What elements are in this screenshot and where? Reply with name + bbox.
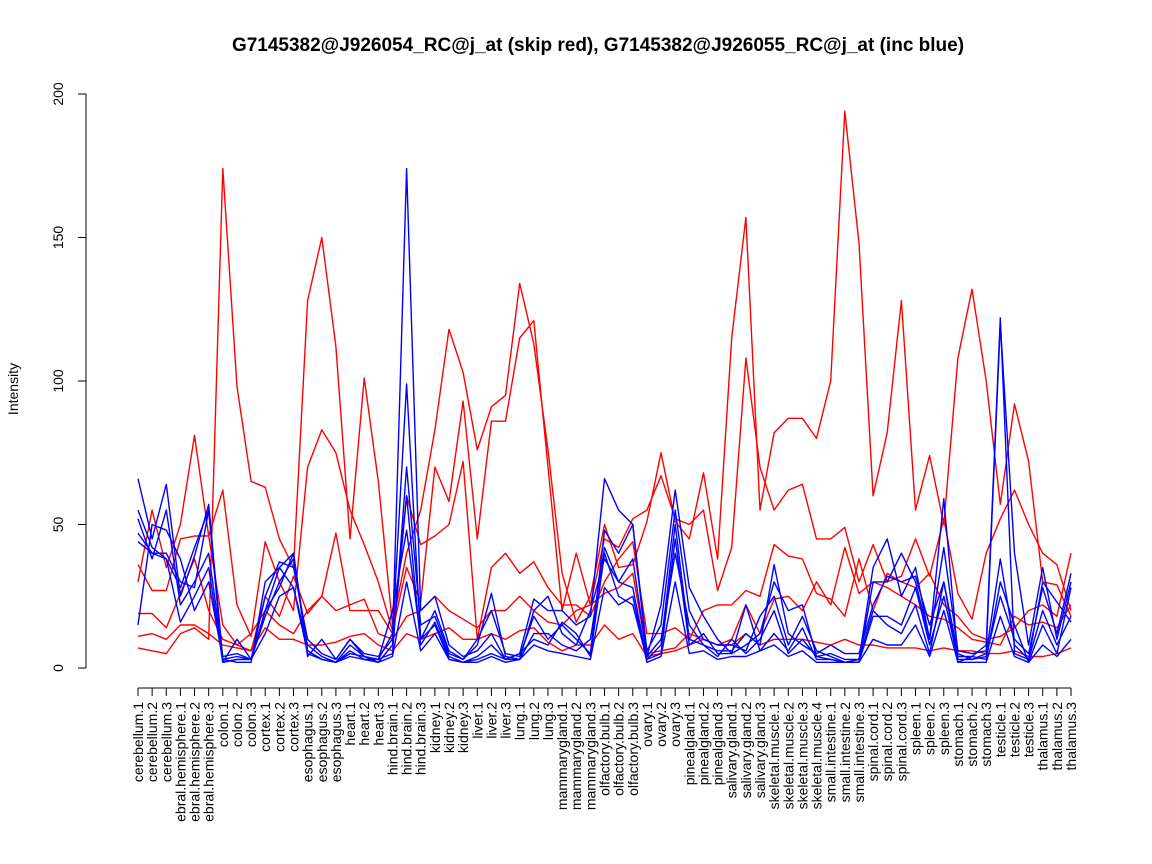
x-tick-label: small.intestine.3 [851,702,867,803]
x-tick-label: heart.2 [356,702,372,746]
x-tick-label: spleen.1 [908,702,924,755]
x-tick-label: stomach.1 [950,702,966,767]
series-lines [137,110,1072,663]
x-tick-label: cerebellum.1 [130,702,146,782]
y-axis-label: Intensity [5,363,21,415]
x-tick-label: thalamus.3 [1063,702,1079,771]
y-tick-label: 100 [50,369,66,393]
x-tick-label: salivary.gland.2 [738,702,754,798]
x-tick-label: esophagus.1 [300,702,316,782]
x-axis: cerebellum.1cerebellum.2cerebellum.3ebra… [130,687,1079,822]
x-tick-label: cerebellum.2 [144,702,160,782]
x-tick-label: lung.3 [540,702,556,740]
x-tick-label: liver.1 [469,702,485,739]
x-tick-label: spinal.cord.1 [865,702,881,782]
x-tick-label: lung.1 [512,702,528,740]
x-tick-label: salivary.gland.3 [752,702,768,798]
x-tick-label: ebral.hemisphere.3 [201,702,217,822]
x-tick-label: hind.brain.1 [384,702,400,775]
x-tick-label: pinealgland.2 [695,702,711,786]
x-tick-label: colon.3 [243,702,259,747]
x-tick-label: hind.brain.2 [399,702,415,775]
x-tick-label: heart.3 [370,702,386,746]
x-tick-label: olfactory.bulb.1 [597,702,613,796]
x-tick-label: mammarygland.2 [568,702,584,810]
y-tick-label: 50 [50,517,66,533]
x-tick-label: skeletal.muscle.1 [766,702,782,810]
x-tick-label: skeletal.muscle.4 [809,702,825,810]
series-line-7 [137,322,1072,663]
x-tick-label: spinal.cord.2 [879,702,895,782]
x-tick-label: kidney.1 [427,702,443,753]
chart-title: G7145382@J926054_RC@j_at (skip red), G71… [232,35,964,56]
x-tick-label: thalamus.2 [1049,702,1065,771]
series-line-11 [137,509,1072,663]
x-tick-label: mammarygland.1 [554,702,570,810]
x-tick-label: spleen.3 [936,702,952,755]
x-tick-label: cortex.1 [257,702,273,752]
x-tick-label: hind.brain.3 [413,702,429,775]
x-tick-label: heart.1 [342,702,358,746]
x-tick-label: mammarygland.3 [582,702,598,810]
x-tick-label: ovary.3 [667,702,683,747]
series-line-4 [137,624,1072,658]
x-tick-label: thalamus.1 [1035,702,1051,771]
x-tick-label: olfactory.bulb.3 [625,702,641,796]
x-tick-label: pinealgland.3 [710,702,726,786]
x-tick-label: liver.3 [498,702,514,739]
x-tick-label: pinealgland.1 [681,702,697,786]
y-tick-label: 0 [50,664,66,672]
x-tick-label: lung.2 [526,702,542,740]
series-line-2 [137,320,1072,638]
x-tick-label: spleen.2 [922,702,938,755]
series-line-10 [137,523,1072,663]
x-tick-label: colon.2 [229,702,245,747]
y-axis: 0 50 100 150 200 [50,82,87,672]
x-tick-label: kidney.3 [455,702,471,753]
x-tick-label: ebral.hemisphere.2 [187,702,203,822]
x-tick-label: cortex.2 [271,702,287,752]
x-tick-label: esophagus.3 [328,702,344,782]
x-tick-label: small.intestine.1 [823,702,839,803]
x-tick-label: liver.2 [483,702,499,739]
x-tick-label: kidney.2 [441,702,457,753]
x-tick-label: cortex.3 [286,702,302,752]
x-tick-label: esophagus.2 [314,702,330,782]
y-tick-label: 150 [50,226,66,250]
x-tick-label: ovary.2 [653,702,669,747]
x-tick-label: salivary.gland.1 [724,702,740,798]
x-tick-label: stomach.3 [978,702,994,767]
x-tick-label: testicle.2 [1006,702,1022,757]
x-tick-label: colon.1 [215,702,231,747]
x-tick-label: spinal.cord.3 [893,702,909,782]
series-line-6 [137,167,1072,661]
y-tick-label: 200 [50,82,66,106]
x-tick-label: stomach.2 [964,702,980,767]
x-tick-label: skeletal.muscle.2 [780,702,796,810]
x-tick-label: olfactory.bulb.2 [611,702,627,796]
x-tick-label: ovary.1 [639,702,655,747]
x-tick-label: skeletal.muscle.3 [794,702,810,810]
x-tick-label: small.intestine.2 [837,702,853,803]
x-tick-label: testicle.1 [992,702,1008,757]
x-tick-label: ebral.hemisphere.1 [172,702,188,822]
x-tick-label: testicle.3 [1021,702,1037,757]
x-tick-label: cerebellum.3 [158,702,174,782]
